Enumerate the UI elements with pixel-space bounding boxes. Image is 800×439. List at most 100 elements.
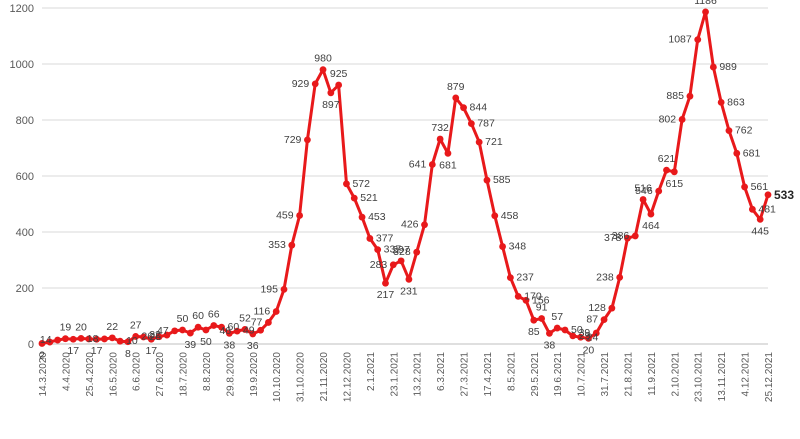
data-label: 60 <box>192 310 204 322</box>
data-label: 787 <box>477 118 495 130</box>
y-tick-label: 200 <box>16 283 34 295</box>
x-tick-label: 21.11.2020 <box>319 352 330 402</box>
data-point <box>155 333 163 341</box>
y-tick-label: 400 <box>16 227 34 239</box>
x-tick-label: 2.10.2021 <box>670 352 681 397</box>
data-label: 10 <box>126 335 138 347</box>
x-tick-label: 2.1.2021 <box>366 352 377 391</box>
data-label: 116 <box>253 306 270 318</box>
x-tick-label: 6.3.2021 <box>436 352 447 391</box>
x-tick-label: 21.8.2021 <box>623 352 634 397</box>
data-point <box>436 135 444 143</box>
data-point <box>171 327 179 335</box>
data-point <box>374 246 382 254</box>
data-label: 615 <box>666 178 684 190</box>
data-point <box>319 66 327 73</box>
x-tick-label: 25.4.2020 <box>85 352 96 397</box>
data-point <box>741 183 748 191</box>
data-label: 77 <box>251 316 263 328</box>
data-point <box>296 212 304 219</box>
data-label: 386 <box>612 230 630 242</box>
data-point <box>194 323 202 331</box>
data-label: 572 <box>352 178 370 190</box>
data-point <box>389 261 397 269</box>
data-point <box>382 279 389 287</box>
data-label: 453 <box>368 211 386 223</box>
data-point <box>46 338 54 346</box>
data-point <box>686 92 694 100</box>
data-point <box>421 221 428 229</box>
data-point <box>530 316 538 324</box>
x-tick-label: 31.7.2021 <box>600 352 611 397</box>
data-label: 91 <box>536 302 548 314</box>
data-point <box>655 187 663 195</box>
data-label: 66 <box>208 309 220 321</box>
data-label: 128 <box>588 302 606 314</box>
data-label: 39 <box>184 339 196 351</box>
data-label: 52 <box>239 312 251 324</box>
data-point <box>101 335 108 343</box>
data-point <box>218 323 225 331</box>
data-label: 8 <box>125 348 131 360</box>
data-point <box>709 63 717 71</box>
data-point <box>233 327 241 335</box>
data-point <box>616 273 624 281</box>
data-label: 897 <box>322 99 340 111</box>
data-label: 337 <box>384 244 402 256</box>
data-point <box>428 161 436 168</box>
data-label: 802 <box>659 113 677 125</box>
data-label: 516 <box>634 183 652 195</box>
data-label: 18 <box>87 333 99 345</box>
data-point <box>725 127 733 135</box>
data-label: 50 <box>571 324 583 336</box>
data-point <box>147 335 155 343</box>
data-label: 283 <box>370 259 388 271</box>
data-label: 297 <box>392 244 410 256</box>
data-point <box>467 120 475 128</box>
data-point <box>600 316 608 324</box>
data-point <box>413 248 421 256</box>
data-point <box>647 210 655 218</box>
data-point <box>335 81 343 89</box>
data-point <box>62 335 69 343</box>
data-label: 2 <box>39 349 45 361</box>
y-axis-ticks: 0 200 400 600 800 1000 1200 <box>10 3 34 351</box>
data-point <box>592 329 600 337</box>
series-polyline <box>41 10 770 345</box>
data-label: 980 <box>314 53 332 65</box>
data-point <box>280 286 288 293</box>
y-tick-label: 800 <box>16 115 34 127</box>
x-tick-label: 27.3.2021 <box>460 352 471 397</box>
data-label: 238 <box>596 271 614 283</box>
data-label: 681 <box>439 159 457 171</box>
data-labels: 2141917201718221082725172632475039605066… <box>39 0 794 361</box>
data-point <box>288 241 296 249</box>
data-label: 377 <box>376 232 394 244</box>
data-point <box>358 213 366 221</box>
data-point <box>506 274 514 282</box>
data-point <box>343 180 350 188</box>
data-label: 231 <box>400 285 418 297</box>
data-label: 85 <box>528 326 540 338</box>
data-label: 458 <box>501 210 519 222</box>
data-point <box>577 333 585 341</box>
data-label: 29 <box>579 330 591 342</box>
data-point <box>561 326 569 334</box>
data-point <box>569 332 577 340</box>
x-tick-label: 17.4.2021 <box>483 352 494 397</box>
data-point <box>311 80 319 88</box>
data-point <box>553 324 561 332</box>
data-label: 585 <box>493 174 511 186</box>
data-point <box>538 315 546 322</box>
data-label: 50 <box>200 336 212 348</box>
data-point <box>77 335 85 342</box>
data-label: 521 <box>360 192 378 204</box>
x-tick-label: 31.10.2020 <box>296 352 307 402</box>
data-label: 38 <box>544 339 556 351</box>
data-label: 1186 <box>694 0 717 7</box>
data-label: 46 <box>219 325 231 337</box>
x-tick-label: 8.5.2021 <box>506 352 517 391</box>
x-tick-label: 23.1.2021 <box>389 352 400 397</box>
series-line <box>41 10 770 345</box>
data-label: 445 <box>751 225 769 237</box>
